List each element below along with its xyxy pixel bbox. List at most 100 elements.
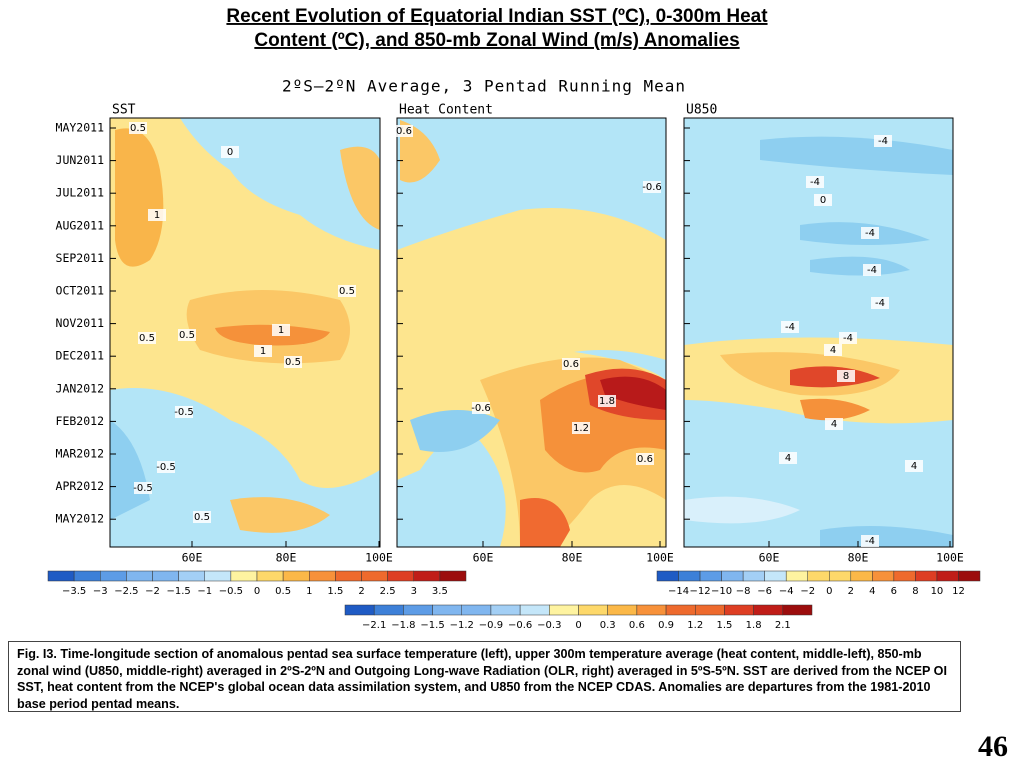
contour-label: -4 (867, 265, 877, 276)
colorbar-box (915, 570, 938, 582)
contour-label: 4 (785, 453, 791, 464)
colorbar-box (152, 570, 179, 582)
panel-name: SST (112, 103, 136, 118)
colorbar-box (47, 570, 75, 582)
colorbar-label: −6 (757, 586, 772, 597)
colorbar-label: 0 (575, 620, 581, 631)
time-label: MAY2012 (56, 512, 104, 526)
contour-label: -4 (865, 536, 875, 547)
colorbar-box (850, 570, 873, 582)
contour-label: -0.5 (133, 483, 153, 494)
panel-frame (396, 117, 667, 548)
colorbar-box (724, 604, 754, 616)
colorbar-label: 2.1 (775, 620, 791, 631)
contour-label-bg (138, 332, 156, 344)
sst-field (110, 118, 380, 547)
colorbar-box (230, 570, 258, 582)
colorbar-box (361, 570, 388, 582)
colorbar-box (782, 604, 813, 616)
colorbar-label: 3 (411, 586, 417, 597)
contour-label-bg (562, 358, 580, 370)
contour-label-bg (598, 395, 616, 407)
contour-label: 0.5 (139, 333, 155, 344)
contour-label: -4 (810, 177, 820, 188)
colorbar-label: 0.3 (600, 620, 616, 631)
contour-label: 8 (843, 371, 849, 382)
contour-label-bg (193, 511, 211, 523)
contour-label: 0.5 (130, 123, 146, 134)
colorbar-label: 0.9 (658, 620, 674, 631)
figure: Recent Evolution of Equatorial Indian SS… (47, 6, 981, 631)
panel-frame (109, 117, 381, 548)
colorbar-box (126, 570, 153, 582)
panel-name: Heat Content (399, 103, 493, 118)
contour-label: -4 (878, 136, 888, 147)
colorbar-box (490, 604, 521, 616)
contour-label-bg (175, 406, 193, 418)
contour-label-bg (284, 356, 302, 368)
colorbar-label: −2.5 (114, 586, 138, 597)
contour-label: 0.6 (396, 126, 412, 137)
colorbar-label: 3.5 (432, 586, 448, 597)
panel-frame (683, 117, 954, 548)
contour-label-bg (871, 297, 889, 309)
time-label: APR2012 (56, 479, 104, 493)
contour-label: 0.5 (339, 286, 355, 297)
time-label: MAR2012 (56, 447, 104, 461)
colorbar-box (764, 570, 787, 582)
contour-label: 0.6 (637, 454, 653, 465)
colorbar-label: 10 (931, 586, 944, 597)
colorbar-box (665, 604, 696, 616)
colorbar-label: 2 (358, 586, 364, 597)
colorbar-box (309, 570, 336, 582)
contour-label: 4 (830, 345, 836, 356)
time-label: DEC2011 (56, 349, 105, 363)
time-label: SEP2011 (56, 251, 105, 265)
colorbar-label: −8 (736, 586, 751, 597)
colorbar-label: −0.3 (537, 620, 561, 631)
contour-label-bg (472, 402, 490, 414)
colorbar-label: −1.5 (166, 586, 190, 597)
colorbar-label: −10 (711, 586, 732, 597)
colorbar-box (721, 570, 744, 582)
contour-label-bg (636, 453, 654, 465)
contour-label: -4 (875, 298, 885, 309)
contour-label-bg (905, 460, 923, 472)
colorbar-label: −3 (93, 586, 108, 597)
contour-label: -0.5 (156, 462, 176, 473)
colorbar-label: −2 (800, 586, 815, 597)
contour-label: 0.5 (285, 357, 301, 368)
colorbar-box (373, 604, 404, 616)
time-label: JUL2011 (56, 186, 105, 200)
contour-label: -0.6 (642, 182, 662, 193)
colorbar-label: 2 (848, 586, 854, 597)
contour-label-bg (814, 194, 832, 206)
contour-label-bg (781, 321, 799, 333)
colorbar-box (936, 570, 959, 582)
colorbar-box (387, 570, 414, 582)
contour-label-bg (572, 422, 590, 434)
contour-label-bg (395, 125, 413, 137)
contour-label: 0.5 (194, 512, 210, 523)
colorbar-box (461, 604, 492, 616)
contour-label-bg (837, 370, 855, 382)
contour-label: 1 (154, 210, 160, 221)
caption: Fig. I3. Time-longitude section of anoma… (8, 641, 961, 712)
colorbar-box (578, 604, 608, 616)
x-label: 60E (759, 551, 780, 565)
colorbar-box (100, 570, 127, 582)
colorbar-label: 0 (826, 586, 832, 597)
x-label: 100E (936, 551, 964, 565)
colorbar-label: 1.2 (687, 620, 703, 631)
colorbar-label: 1.8 (746, 620, 762, 631)
time-label: OCT2011 (56, 284, 105, 298)
colorbar-box (549, 604, 579, 616)
colorbar-label: 1 (306, 586, 312, 597)
colorbar-label: 0 (254, 586, 260, 597)
x-label: 60E (182, 551, 203, 565)
contour-label: 1 (278, 325, 284, 336)
colorbar-label: −3.5 (62, 586, 86, 597)
colorbar-box (607, 604, 638, 616)
contour-label-bg (779, 452, 797, 464)
